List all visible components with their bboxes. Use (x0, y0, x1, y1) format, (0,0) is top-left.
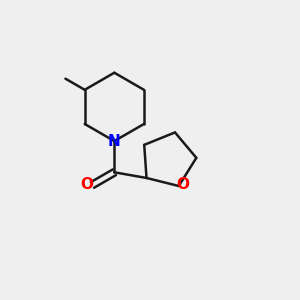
Text: N: N (108, 134, 121, 148)
Text: O: O (81, 177, 94, 192)
Text: O: O (176, 177, 189, 192)
